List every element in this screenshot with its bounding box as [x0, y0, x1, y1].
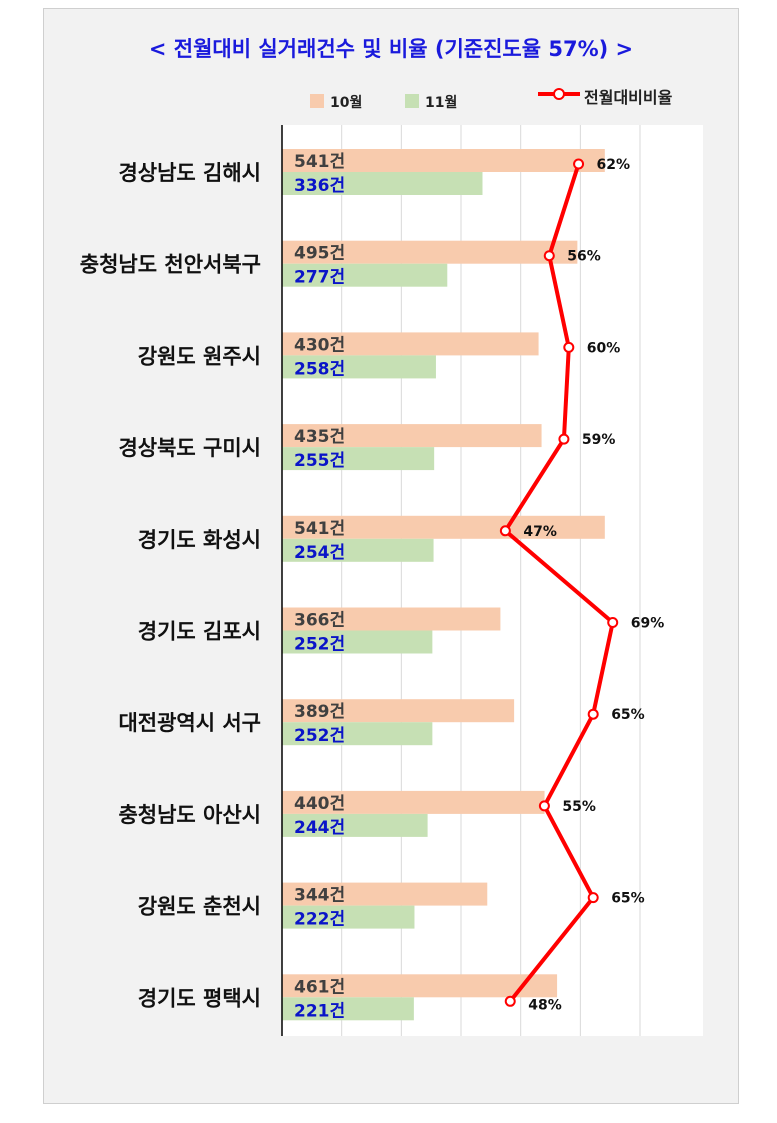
ratio-line: [503, 163, 615, 1003]
ratio-point: [558, 433, 570, 445]
bar-nov: [282, 355, 436, 379]
ratio-label: 62%: [597, 157, 631, 173]
data-label-nov: 252건: [294, 635, 345, 655]
category-label: 경상북도 구미시: [118, 436, 261, 460]
bar-nov: [282, 172, 483, 195]
ratio-point: [607, 617, 619, 628]
data-label-oct: 389건: [294, 702, 345, 722]
category-label: 경기도 화성시: [138, 528, 261, 552]
bar-oct: [282, 149, 605, 172]
bar-oct: [282, 240, 578, 264]
category-label: 충청남도 아산시: [118, 803, 261, 827]
data-label-nov: 254건: [294, 543, 345, 563]
ratio-point: [587, 892, 599, 904]
bar-oct: [282, 974, 558, 998]
ratio-point: [563, 341, 575, 353]
chart-title: < 전월대비 실거래건수 및 비율 (기준진도율 57%) >: [148, 37, 634, 61]
category-label: 경기도 김포시: [138, 620, 261, 644]
ratio-label: 60%: [587, 340, 621, 356]
data-label-nov: 277건: [294, 268, 345, 288]
ratio-label: 65%: [611, 707, 645, 723]
bar-nov: [282, 538, 434, 562]
bar-oct: [282, 607, 501, 631]
bar-nov: [282, 905, 415, 929]
data-label-nov: 222건: [294, 910, 345, 930]
ratio-point: [499, 525, 511, 537]
bar-oct: [282, 424, 542, 448]
data-label-nov: 244건: [294, 818, 345, 838]
bar-oct: [282, 882, 488, 906]
ratio-label: 59%: [582, 432, 616, 448]
data-label-oct: 430건: [294, 335, 345, 355]
category-label: 강원도 춘천시: [138, 895, 261, 919]
data-label-oct: 495건: [294, 244, 345, 264]
data-label-nov: 258건: [294, 359, 345, 379]
ratio-label: 48%: [528, 997, 562, 1013]
category-label: 경기도 평택시: [138, 986, 261, 1010]
data-label-nov: 255건: [294, 451, 345, 471]
bar-nov: [282, 722, 433, 746]
ratio-label: 56%: [567, 249, 601, 265]
bar-oct: [282, 699, 515, 723]
ratio-point: [504, 995, 516, 1007]
data-label-oct: 435건: [294, 427, 345, 447]
ratio-point: [543, 250, 555, 262]
ratio-label: 55%: [562, 799, 596, 815]
data-label-nov: 221건: [294, 1001, 345, 1021]
category-label: 강원도 원주시: [138, 344, 261, 368]
bar-nov: [282, 813, 428, 837]
bar-oct: [282, 515, 605, 539]
bar-oct: [282, 332, 539, 356]
bar-nov: [282, 263, 448, 287]
ratio-label: 65%: [611, 891, 645, 907]
category-label: 대전광역시 서구: [118, 711, 261, 735]
data-label-oct: 541건: [294, 152, 345, 172]
data-label-nov: 252건: [294, 726, 345, 746]
ratio-point: [587, 708, 599, 720]
data-label-nov: 336건: [294, 176, 345, 196]
data-label-oct: 541건: [294, 519, 345, 539]
bar-nov: [282, 997, 414, 1021]
category-label: 충청남도 천안서북구: [80, 253, 261, 277]
category-label: 경상남도 김해시: [118, 161, 261, 185]
ratio-point: [538, 800, 550, 812]
bar-nov: [282, 630, 433, 654]
bar-nov: [282, 447, 435, 471]
ratio-label: 69%: [631, 616, 665, 632]
data-label-oct: 366건: [294, 611, 345, 631]
ratio-label: 47%: [523, 524, 557, 540]
data-label-oct: 440건: [294, 794, 345, 814]
bar-oct: [282, 790, 545, 814]
ratio-point: [573, 158, 585, 170]
data-label-oct: 461건: [294, 977, 345, 997]
data-label-oct: 344건: [294, 886, 345, 906]
